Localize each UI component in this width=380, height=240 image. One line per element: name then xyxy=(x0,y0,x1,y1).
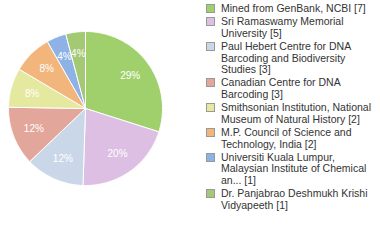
html-text:Paul Hebert Centre for DNA Bar: Paul Hebert Centre for DNA Barcoding and… xyxy=(221,40,351,76)
html-text:Sri Ramaswamy Memorial Univers: Sri Ramaswamy Memorial University [5] xyxy=(221,15,344,39)
svg-text:8%: 8% xyxy=(39,63,54,74)
svg-text:8%: 8% xyxy=(25,88,40,99)
html-text:Canadian Centre for DNA Barcod: Canadian Centre for DNA Barcoding [3] xyxy=(221,76,341,100)
html-text:Mined from GenBank, NCBI [7]: Mined from GenBank, NCBI [7] xyxy=(221,2,366,14)
svg-text:12%: 12% xyxy=(24,123,44,134)
svg-text:4%: 4% xyxy=(71,48,86,59)
html-text:M.P. Council of Science and Te: M.P. Council of Science and Technology, … xyxy=(221,125,352,150)
html-text:Smithsonian Institution, Natio: Smithsonian Institution, National Museum… xyxy=(221,101,371,125)
svg-text:4%: 4% xyxy=(57,51,72,62)
svg-text:29%: 29% xyxy=(120,70,140,81)
html-text:Universiti Kuala Lumpur, Malay: Universiti Kuala Lumpur, Malaysian Insti… xyxy=(221,150,367,186)
html-text:Dr. Panjabrao Deshmukh Krishi: Dr. Panjabrao Deshmukh Krishi Vidyapeeth… xyxy=(221,187,368,211)
svg-text:20%: 20% xyxy=(107,148,127,159)
svg-text:12%: 12% xyxy=(53,153,73,164)
